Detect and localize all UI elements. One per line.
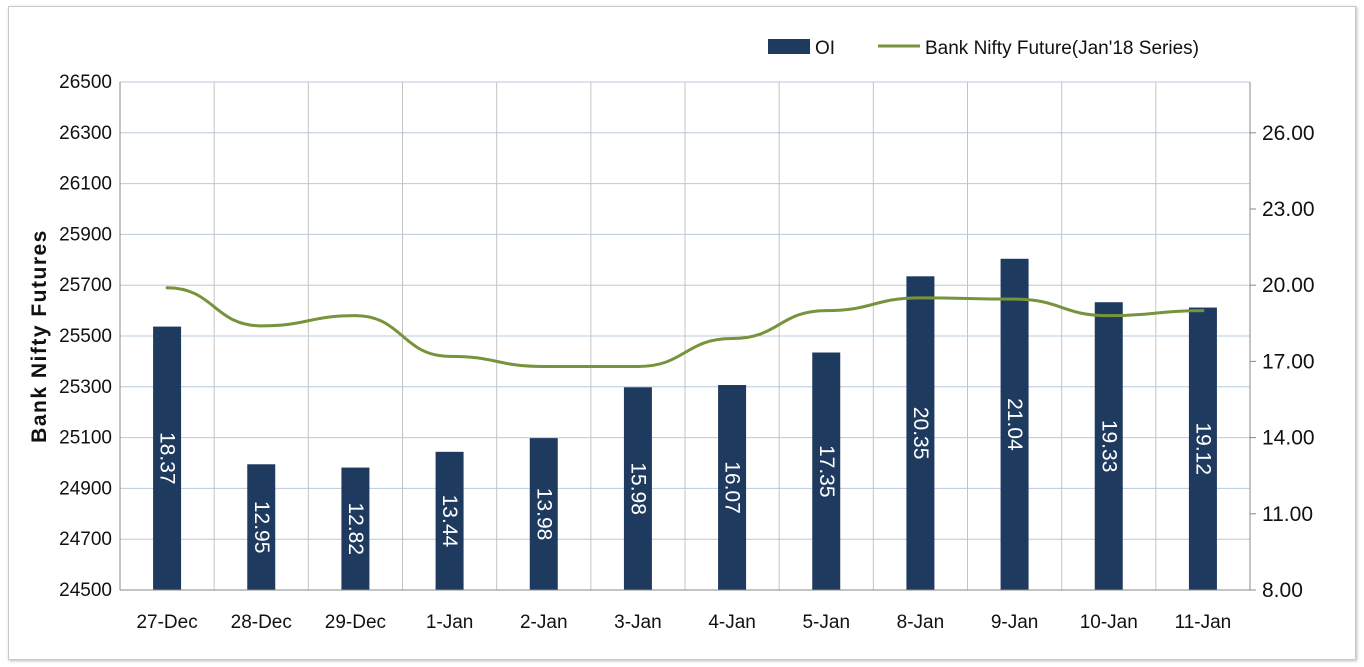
legend: OI Bank Nifty Future(Jan'18 Series) [768, 38, 1199, 59]
x-tick-label: 4-Jan [708, 612, 756, 633]
y2-tick-label: 8.00 [1262, 579, 1303, 602]
legend-label-oi: OI [815, 38, 835, 59]
price-point [353, 314, 357, 318]
y2-tick-label: 14.00 [1262, 427, 1315, 450]
y-tick-label: 25500 [59, 326, 112, 347]
axes: 24500 24700 24900 25100 25300 25500 25700 25900… [59, 72, 1314, 633]
x-tick-label: 3-Jan [614, 612, 662, 633]
x-tick-label: 28-Dec [231, 612, 292, 633]
y-tick-label: 25700 [59, 275, 112, 296]
oi-bar [341, 467, 370, 590]
price-point [165, 286, 169, 290]
price-line [165, 286, 1205, 368]
y-tick-label: 25900 [59, 224, 112, 245]
x-tick-label: 10-Jan [1080, 612, 1138, 633]
price-point [824, 309, 828, 313]
oi-bar [623, 387, 652, 590]
oi-bar-label: 19.33 [1097, 420, 1120, 473]
x-tick-label: 27-Dec [136, 612, 197, 633]
oi-bar-label: 12.95 [250, 501, 273, 554]
gridlines [119, 81, 1251, 591]
y2-tick-label: 26.00 [1262, 122, 1315, 145]
oi-bar-label: 13.44 [438, 495, 461, 548]
x-tick-label: 2-Jan [520, 612, 568, 633]
x-tick-label: 29-Dec [325, 612, 386, 633]
oi-bar [906, 276, 935, 590]
oi-bar-label: 18.37 [156, 432, 179, 485]
oi-bar-label: 19.12 [1191, 422, 1214, 475]
price-point [1107, 314, 1111, 318]
oi-bar-label: 21.04 [1003, 398, 1026, 451]
oi-bar-label: 20.35 [909, 407, 932, 460]
x-tick-label: 9-Jan [991, 612, 1039, 633]
x-tick-label: 5-Jan [802, 612, 850, 633]
legend-label-price: Bank Nifty Future(Jan'18 Series) [925, 38, 1199, 59]
y-tick-label: 24700 [59, 529, 112, 550]
y-tick-label: 25100 [59, 428, 112, 449]
price-point [730, 337, 734, 341]
oi-bar [529, 438, 558, 590]
price-point [259, 324, 263, 328]
oi-bar [153, 326, 182, 590]
price-point [1201, 309, 1205, 313]
oi-bar [247, 464, 276, 590]
price-point [542, 364, 546, 368]
oi-bar [435, 451, 464, 590]
y-axis-title: Bank Nifty Futures [28, 229, 51, 443]
x-tick-label: 1-Jan [426, 612, 474, 633]
y2-tick-label: 20.00 [1262, 274, 1315, 297]
y2-tick-label: 17.00 [1262, 350, 1315, 373]
oi-bar [718, 385, 747, 590]
y2-tick-label: 23.00 [1262, 198, 1315, 221]
y-tick-label: 24900 [59, 478, 112, 499]
oi-bar [1094, 302, 1123, 590]
x-tick-label: 8-Jan [897, 612, 945, 633]
oi-bar [1000, 258, 1029, 590]
y-tick-label: 24500 [59, 580, 112, 601]
y-tick-label: 26100 [59, 174, 112, 195]
oi-bar-label: 17.35 [815, 445, 838, 498]
oi-bars: 18.37 12.95 12.82 13.44 13.98 15.98 16.07 17.35… [153, 258, 1217, 590]
price-point [448, 354, 452, 358]
chart-frame [8, 6, 1356, 660]
x-tick-label: 11-Jan [1175, 612, 1232, 633]
legend-swatch-oi [768, 39, 810, 54]
oi-bar [1188, 307, 1217, 590]
price-point [918, 296, 922, 300]
y-tick-label: 26500 [59, 72, 112, 93]
y-tick-label: 25300 [59, 377, 112, 398]
oi-bar-label: 16.07 [721, 461, 744, 514]
price-point [636, 364, 640, 368]
oi-bar-label: 12.82 [344, 503, 367, 556]
y-tick-label: 26300 [59, 123, 112, 144]
price-point [1013, 297, 1017, 301]
oi-bar-label: 13.98 [532, 488, 555, 541]
y2-tick-label: 11.00 [1262, 503, 1313, 526]
oi-bar-label: 15.98 [626, 462, 649, 515]
oi-bar [812, 352, 841, 590]
